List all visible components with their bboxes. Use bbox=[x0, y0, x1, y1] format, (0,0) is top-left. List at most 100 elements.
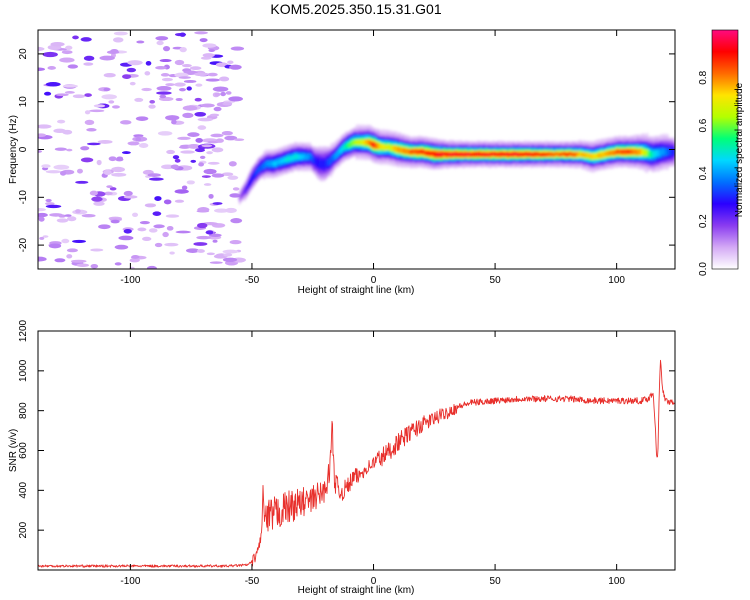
spectrogram-noise-cell bbox=[72, 94, 86, 99]
spectrogram-noise-cell bbox=[183, 79, 197, 83]
spectrogram-y-axis: -20 -10 0 10 20 bbox=[18, 48, 675, 252]
spectrogram-noise-cell bbox=[67, 64, 79, 69]
spectrogram-noise-cell bbox=[44, 91, 52, 96]
spectrogram-x-axis: -100 -50 0 50 100 bbox=[120, 30, 625, 286]
spectrogram-noise-cell bbox=[123, 228, 132, 234]
spectrogram-noise-cell bbox=[197, 222, 208, 229]
spectrogram-noise-cell bbox=[208, 193, 214, 199]
spectrogram-noise-cell bbox=[195, 137, 203, 143]
snr-y-tick-label: 1000 bbox=[18, 359, 29, 382]
spectrogram-noise-cell bbox=[212, 202, 223, 205]
spectrogram-noise-cell bbox=[38, 256, 47, 262]
spectrogram-noise-cell bbox=[199, 38, 208, 43]
spectrogram-noise-cell bbox=[89, 190, 98, 196]
spectrogram-noise-cell bbox=[174, 72, 189, 78]
spectrogram-noise-cell bbox=[182, 64, 192, 68]
spectrogram-noise-cell bbox=[159, 94, 167, 99]
colorbar-gradient bbox=[711, 29, 739, 270]
spectrogram-noise-cell bbox=[53, 164, 70, 170]
spectrogram-noise-cell bbox=[38, 212, 48, 218]
spectrogram-noise-cell bbox=[41, 164, 51, 168]
spectrogram-noise-cell bbox=[148, 228, 158, 233]
spectrogram-noise-cell bbox=[131, 255, 140, 259]
spectrogram-noise-cell bbox=[89, 109, 105, 113]
spectrogram-noise-cell bbox=[57, 119, 66, 124]
snr-x-axis: -100 -50 0 50 100 bbox=[120, 331, 625, 587]
spectrogram-noise-cell bbox=[153, 224, 165, 229]
spectrogram-noise-cell bbox=[211, 147, 224, 153]
snr-y-axis: 200 400 600 800 1000 1200 bbox=[18, 319, 675, 539]
spectrogram-noise-cell bbox=[196, 235, 211, 240]
spectrogram-noise-cell bbox=[232, 187, 240, 191]
spectrogram-noise-cell bbox=[179, 47, 187, 53]
spectrogram-noise-cell bbox=[199, 155, 206, 160]
spectrogram-noise-cell bbox=[144, 203, 157, 208]
spectrogram-noise-cell bbox=[178, 87, 186, 92]
spectrogram-noise-cell bbox=[91, 196, 103, 202]
spectrogram-noise-cell bbox=[49, 213, 63, 217]
spectrogram-noise-cell bbox=[76, 263, 90, 267]
spectrogram-noise-cell bbox=[190, 159, 197, 163]
spectrogram-noise-cell bbox=[222, 102, 233, 106]
spectrogram-noise-cell bbox=[96, 159, 102, 166]
spectrogram-noise-cell bbox=[172, 155, 180, 160]
spectrogram-noise-cell bbox=[45, 198, 52, 203]
spectrogram-noise-cell bbox=[203, 183, 212, 186]
spectrogram-noise-cell bbox=[75, 209, 81, 214]
spectrogram-noise-cell bbox=[144, 71, 151, 76]
spectrogram-noise-cell bbox=[59, 57, 75, 63]
figure-title: KOM5.2025.350.15.31.G01 bbox=[270, 1, 441, 17]
spectrogram-noise-cell bbox=[180, 150, 195, 154]
spectrogram-noise-cell bbox=[165, 115, 180, 121]
spectrogram-noise-cell bbox=[38, 67, 46, 71]
spectrogram-noise-cell bbox=[182, 112, 194, 119]
spectrogram-noise-cell bbox=[66, 248, 78, 253]
spectrogram-noise-cell bbox=[194, 111, 207, 117]
spectrogram-noise-cell bbox=[138, 143, 149, 148]
snr-y-tick-label: 800 bbox=[18, 402, 29, 419]
spectrogram-noise-cell bbox=[139, 220, 150, 225]
spectrogram-noise-cell bbox=[145, 60, 152, 66]
spectrogram-noise-cell bbox=[206, 252, 215, 256]
spectrogram-y-tick-label: 10 bbox=[18, 96, 29, 108]
spectrogram-noise-cell bbox=[200, 56, 212, 60]
spectrogram-noise-cell bbox=[175, 97, 183, 102]
spectrogram-noise-cell bbox=[229, 64, 242, 70]
spectrogram-noise-cell bbox=[203, 168, 217, 175]
snr-y-tick-label: 600 bbox=[18, 442, 29, 459]
spectrogram-y-tick-label: -20 bbox=[18, 237, 29, 252]
colorbar-tick-label: 0.2 bbox=[698, 214, 709, 228]
spectrogram-noise-cell bbox=[211, 173, 225, 178]
spectrogram-noise-cell bbox=[213, 106, 222, 112]
spectrogram-noise-cell bbox=[160, 73, 170, 77]
spectrogram-noise bbox=[38, 31, 246, 269]
colorbar-label: Normalized spectral amplitude bbox=[734, 82, 745, 217]
spectrogram-x-label: Height of straight line (km) bbox=[298, 285, 415, 296]
spectrogram-noise-cell bbox=[197, 207, 210, 213]
spectrogram-noise-cell bbox=[110, 48, 119, 54]
spectrogram-noise-cell bbox=[224, 135, 238, 141]
snr-x-tick-label: 100 bbox=[608, 576, 625, 587]
spectrogram-noise-cell bbox=[126, 67, 137, 73]
spectrogram-noise-cell bbox=[127, 60, 143, 66]
spectrogram-noise-cell bbox=[166, 149, 175, 155]
spectrogram-noise-cell bbox=[189, 66, 202, 71]
spectrogram-noise-cell bbox=[86, 128, 97, 132]
spectrogram-noise-cell bbox=[45, 204, 62, 209]
spectrogram-noise-cell bbox=[161, 164, 175, 170]
spectrogram-noise-cell bbox=[163, 199, 172, 205]
spectrogram-noise-cell bbox=[90, 248, 104, 252]
spectrogram-noise-cell bbox=[77, 168, 83, 174]
snr-x-tick-label: 50 bbox=[490, 576, 502, 587]
spectrogram-noise-cell bbox=[156, 86, 172, 91]
spectrogram-noise-cell bbox=[134, 97, 144, 102]
spectrogram-noise-cell bbox=[171, 119, 177, 125]
spectrogram-noise-cell bbox=[174, 199, 185, 203]
spectrogram-noise-cell bbox=[156, 40, 164, 46]
spectrogram-ridge bbox=[238, 123, 675, 206]
spectrogram-noise-cell bbox=[83, 55, 95, 61]
spectrogram-noise-cell bbox=[64, 91, 75, 94]
spectrogram-noise-cell bbox=[62, 84, 78, 88]
spectrogram-noise-cell bbox=[111, 172, 127, 177]
